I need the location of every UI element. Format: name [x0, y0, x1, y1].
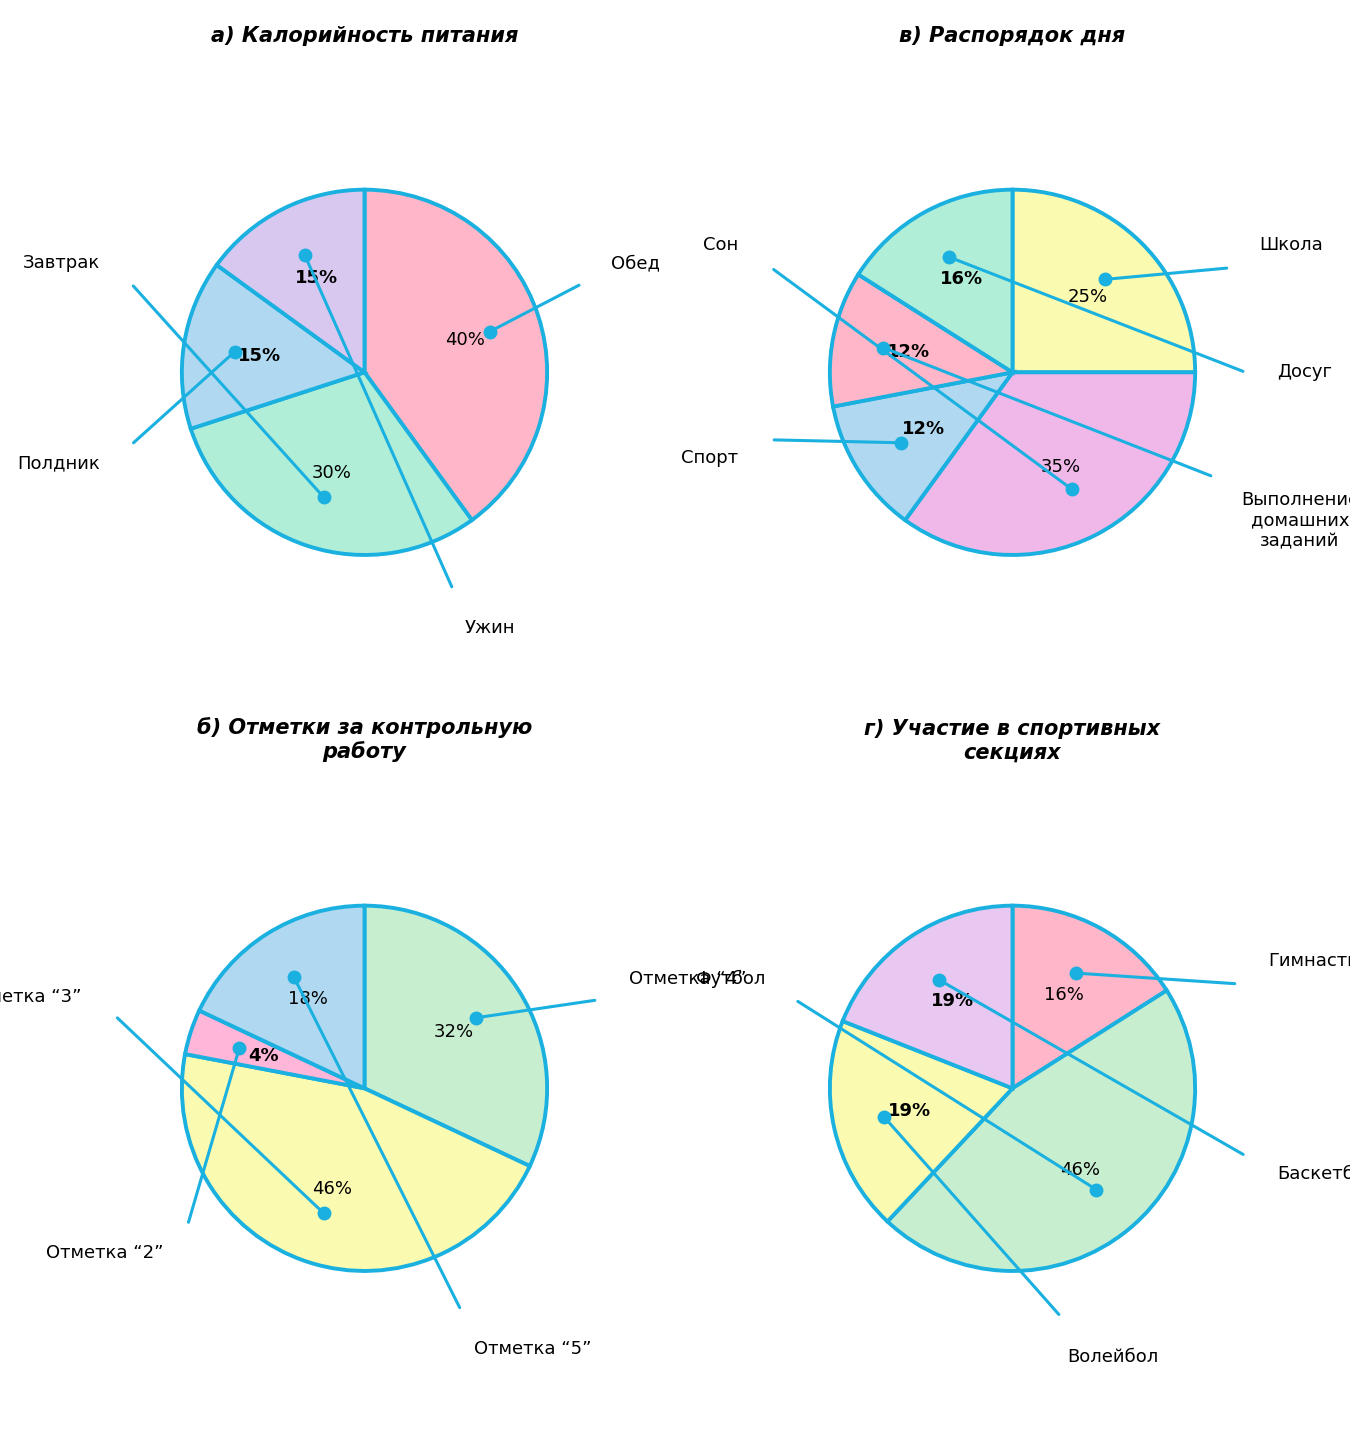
Wedge shape	[182, 1054, 529, 1272]
Title: б) Отметки за контрольную
работу: б) Отметки за контрольную работу	[197, 717, 532, 762]
Wedge shape	[830, 1021, 1012, 1221]
Text: Гимнастика: Гимнастика	[1268, 952, 1350, 969]
Text: Завтрак: Завтрак	[23, 253, 100, 272]
Text: Досуг: Досуг	[1277, 364, 1332, 381]
Wedge shape	[364, 189, 547, 520]
Wedge shape	[830, 275, 1012, 407]
Text: 18%: 18%	[288, 990, 328, 1008]
Text: Ужин: Ужин	[464, 619, 516, 637]
Text: Отметка “5”: Отметка “5”	[474, 1340, 591, 1359]
Text: 40%: 40%	[446, 331, 485, 348]
Text: 19%: 19%	[887, 1103, 930, 1120]
Text: 30%: 30%	[312, 464, 352, 483]
Wedge shape	[200, 905, 364, 1088]
Text: Отметка “3”: Отметка “3”	[0, 988, 81, 1007]
Wedge shape	[190, 372, 472, 556]
Text: Отметка “2”: Отметка “2”	[46, 1243, 163, 1262]
Wedge shape	[859, 189, 1012, 372]
Wedge shape	[1012, 189, 1195, 372]
Text: Отметка “4”: Отметка “4”	[629, 969, 747, 988]
Wedge shape	[185, 1011, 364, 1088]
Text: 32%: 32%	[433, 1022, 474, 1041]
Text: 15%: 15%	[294, 269, 338, 286]
Wedge shape	[904, 372, 1195, 556]
Text: 15%: 15%	[239, 347, 281, 365]
Text: 12%: 12%	[887, 344, 930, 361]
Text: Выполнение
домашних
заданий: Выполнение домашних заданий	[1241, 491, 1350, 551]
Wedge shape	[182, 265, 364, 428]
Title: а) Калорийность питания: а) Калорийность питания	[211, 26, 518, 46]
Title: г) Участие в спортивных
секциях: г) Участие в спортивных секциях	[864, 719, 1161, 762]
Text: Футбол: Футбол	[695, 969, 765, 988]
Text: Баскетбол: Баскетбол	[1277, 1166, 1350, 1183]
Wedge shape	[364, 905, 547, 1166]
Wedge shape	[833, 372, 1012, 520]
Wedge shape	[887, 991, 1195, 1272]
Text: Школа: Школа	[1260, 236, 1323, 253]
Text: Полдник: Полдник	[18, 454, 100, 473]
Text: Сон: Сон	[703, 236, 738, 253]
Text: Волейбол: Волейбол	[1068, 1348, 1158, 1366]
Text: Обед: Обед	[612, 253, 660, 272]
Text: 16%: 16%	[940, 271, 983, 288]
Text: 19%: 19%	[931, 992, 975, 1010]
Text: 46%: 46%	[1060, 1161, 1100, 1179]
Wedge shape	[1012, 905, 1166, 1088]
Text: 4%: 4%	[248, 1047, 279, 1064]
Wedge shape	[217, 189, 364, 372]
Text: 46%: 46%	[312, 1180, 352, 1199]
Text: Спорт: Спорт	[682, 450, 738, 467]
Text: 12%: 12%	[902, 420, 945, 438]
Wedge shape	[842, 905, 1012, 1088]
Text: 35%: 35%	[1041, 458, 1080, 475]
Text: 25%: 25%	[1068, 288, 1107, 306]
Text: 16%: 16%	[1044, 987, 1084, 1004]
Title: в) Распорядок дня: в) Распорядок дня	[899, 26, 1126, 46]
